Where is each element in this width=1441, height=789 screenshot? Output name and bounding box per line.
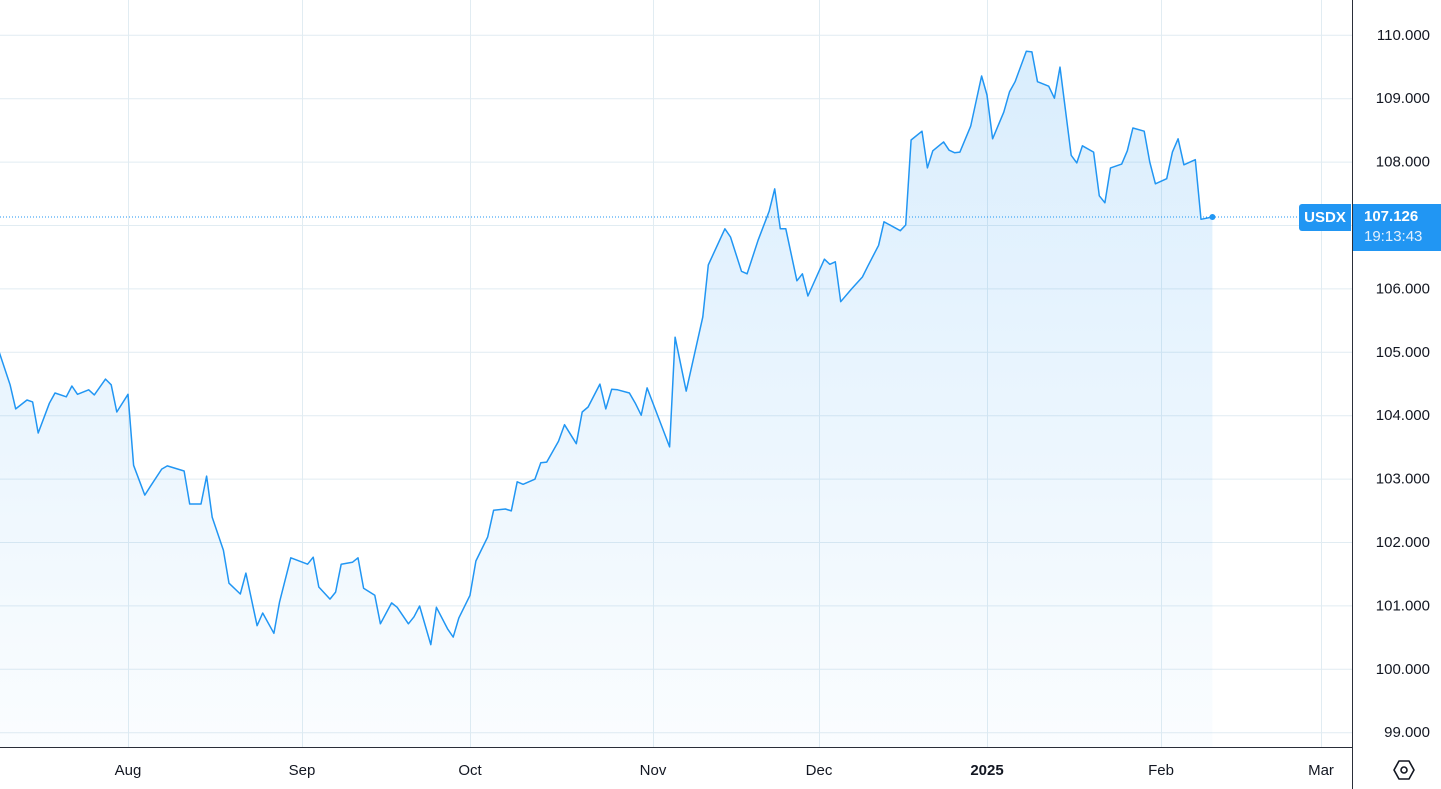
x-tick-label: Sep [289, 762, 316, 779]
area-fill [0, 51, 1213, 747]
y-tick-label: 102.000 [1376, 534, 1430, 551]
price-axis[interactable]: 99.000 100.000 101.000 102.000 103.000 104.00… [1376, 27, 1430, 741]
y-tick-label: 110.000 [1377, 27, 1430, 44]
last-price-tag: 107.126 19:13:43 [1353, 204, 1441, 251]
x-tick-label: 2025 [970, 762, 1003, 779]
price-line [0, 50, 1213, 646]
x-tick-label: Dec [806, 762, 833, 779]
y-tick-label: 103.000 [1376, 471, 1430, 488]
y-tick-label: 108.000 [1376, 154, 1430, 171]
y-tick-label: 104.000 [1376, 407, 1430, 424]
x-tick-label: Feb [1148, 762, 1174, 779]
y-tick-label: 106.000 [1376, 280, 1430, 297]
last-price-value: 107.126 [1364, 208, 1419, 225]
x-tick-label: Oct [458, 762, 482, 779]
time-axis[interactable]: Aug Sep Oct Nov Dec 2025 Feb Mar [115, 762, 1334, 779]
x-tick-label: Nov [640, 762, 667, 779]
last-price-dot [1209, 214, 1216, 221]
y-tick-label: 109.000 [1376, 90, 1430, 107]
y-tick-label: 101.000 [1376, 597, 1430, 614]
y-tick-label: 100.000 [1376, 661, 1430, 678]
y-tick-label: 105.000 [1376, 344, 1430, 361]
settings-hexagon-icon[interactable] [1392, 758, 1416, 782]
x-tick-label: Aug [115, 762, 142, 779]
y-tick-label: 99.000 [1384, 724, 1430, 741]
x-tick-label: Mar [1308, 762, 1334, 779]
last-price-time: 19:13:43 [1364, 228, 1423, 245]
symbol-tag: USDX [1299, 204, 1351, 231]
